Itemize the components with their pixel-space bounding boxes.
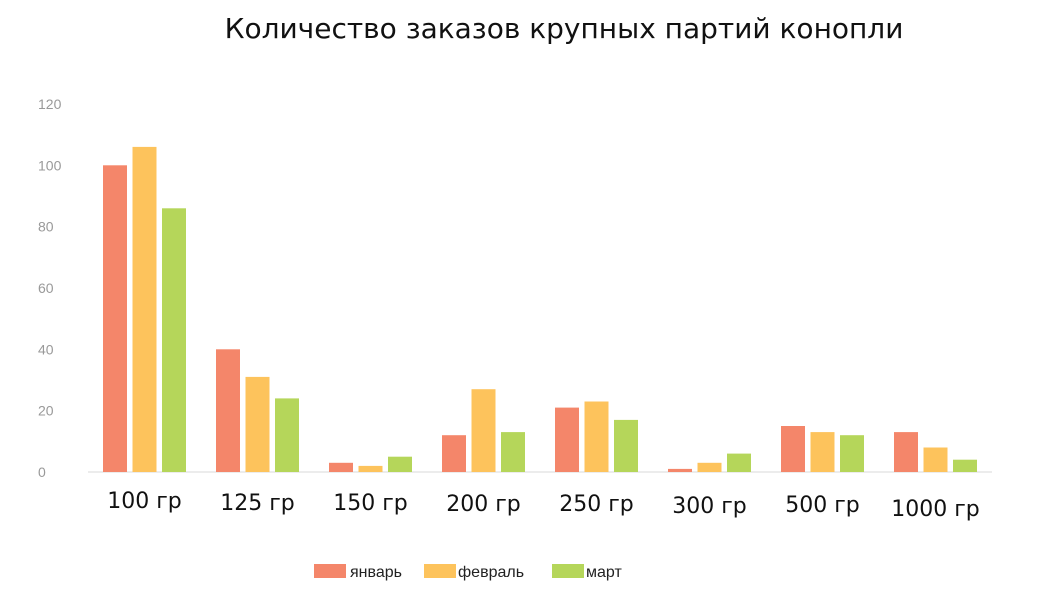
x-tick-label: 500 гр	[785, 493, 860, 518]
bar	[329, 462, 353, 472]
bars	[103, 146, 977, 473]
bar	[358, 465, 383, 472]
bar	[162, 208, 186, 473]
legend: январь февраль март	[314, 564, 622, 581]
bar	[275, 398, 299, 472]
legend-swatch	[424, 564, 456, 578]
bar	[953, 459, 977, 472]
bar	[810, 432, 835, 472]
bar	[388, 456, 412, 472]
x-tick-label: 150 гр	[333, 491, 408, 516]
legend-swatch	[552, 564, 584, 578]
legend-label: январь	[350, 564, 402, 581]
bar	[555, 407, 579, 472]
bar	[216, 349, 240, 472]
y-tick-label: 100	[38, 157, 62, 173]
y-tick-label: 60	[38, 280, 54, 296]
y-tick-label: 20	[38, 403, 54, 419]
legend-label: февраль	[458, 564, 524, 581]
bar	[668, 468, 692, 472]
bar	[245, 376, 270, 472]
x-tick-label: 300 гр	[672, 494, 747, 519]
bar	[923, 447, 948, 472]
y-tick-label: 0	[38, 464, 46, 480]
bar	[727, 453, 751, 472]
bar	[471, 389, 496, 472]
y-tick-label: 40	[38, 341, 54, 357]
bar	[103, 165, 127, 473]
y-axis: 0 20 40 60 80 100 120	[38, 96, 62, 480]
x-tick-label: 125 гр	[220, 491, 295, 516]
bar	[442, 435, 466, 472]
legend-label: март	[586, 564, 622, 581]
x-tick-label: 200 гр	[446, 492, 521, 517]
bar	[501, 432, 525, 472]
legend-swatch	[314, 564, 346, 578]
bar	[840, 435, 864, 472]
bar	[132, 146, 157, 472]
bar	[584, 401, 609, 472]
x-tick-label: 1000 гр	[891, 497, 980, 522]
chart-title: Количество заказов крупных партий конопл…	[224, 12, 904, 45]
bar	[781, 426, 805, 472]
bar	[894, 432, 918, 472]
y-tick-label: 80	[38, 219, 54, 235]
x-tick-label: 250 гр	[559, 492, 634, 517]
x-axis: 100 гр 125 гр 150 гр 200 гр 250 гр 300 гр 500 …	[107, 489, 980, 522]
x-tick-label: 100 гр	[107, 489, 182, 514]
bar	[614, 419, 638, 472]
bar	[697, 462, 722, 472]
y-tick-label: 120	[38, 96, 62, 112]
